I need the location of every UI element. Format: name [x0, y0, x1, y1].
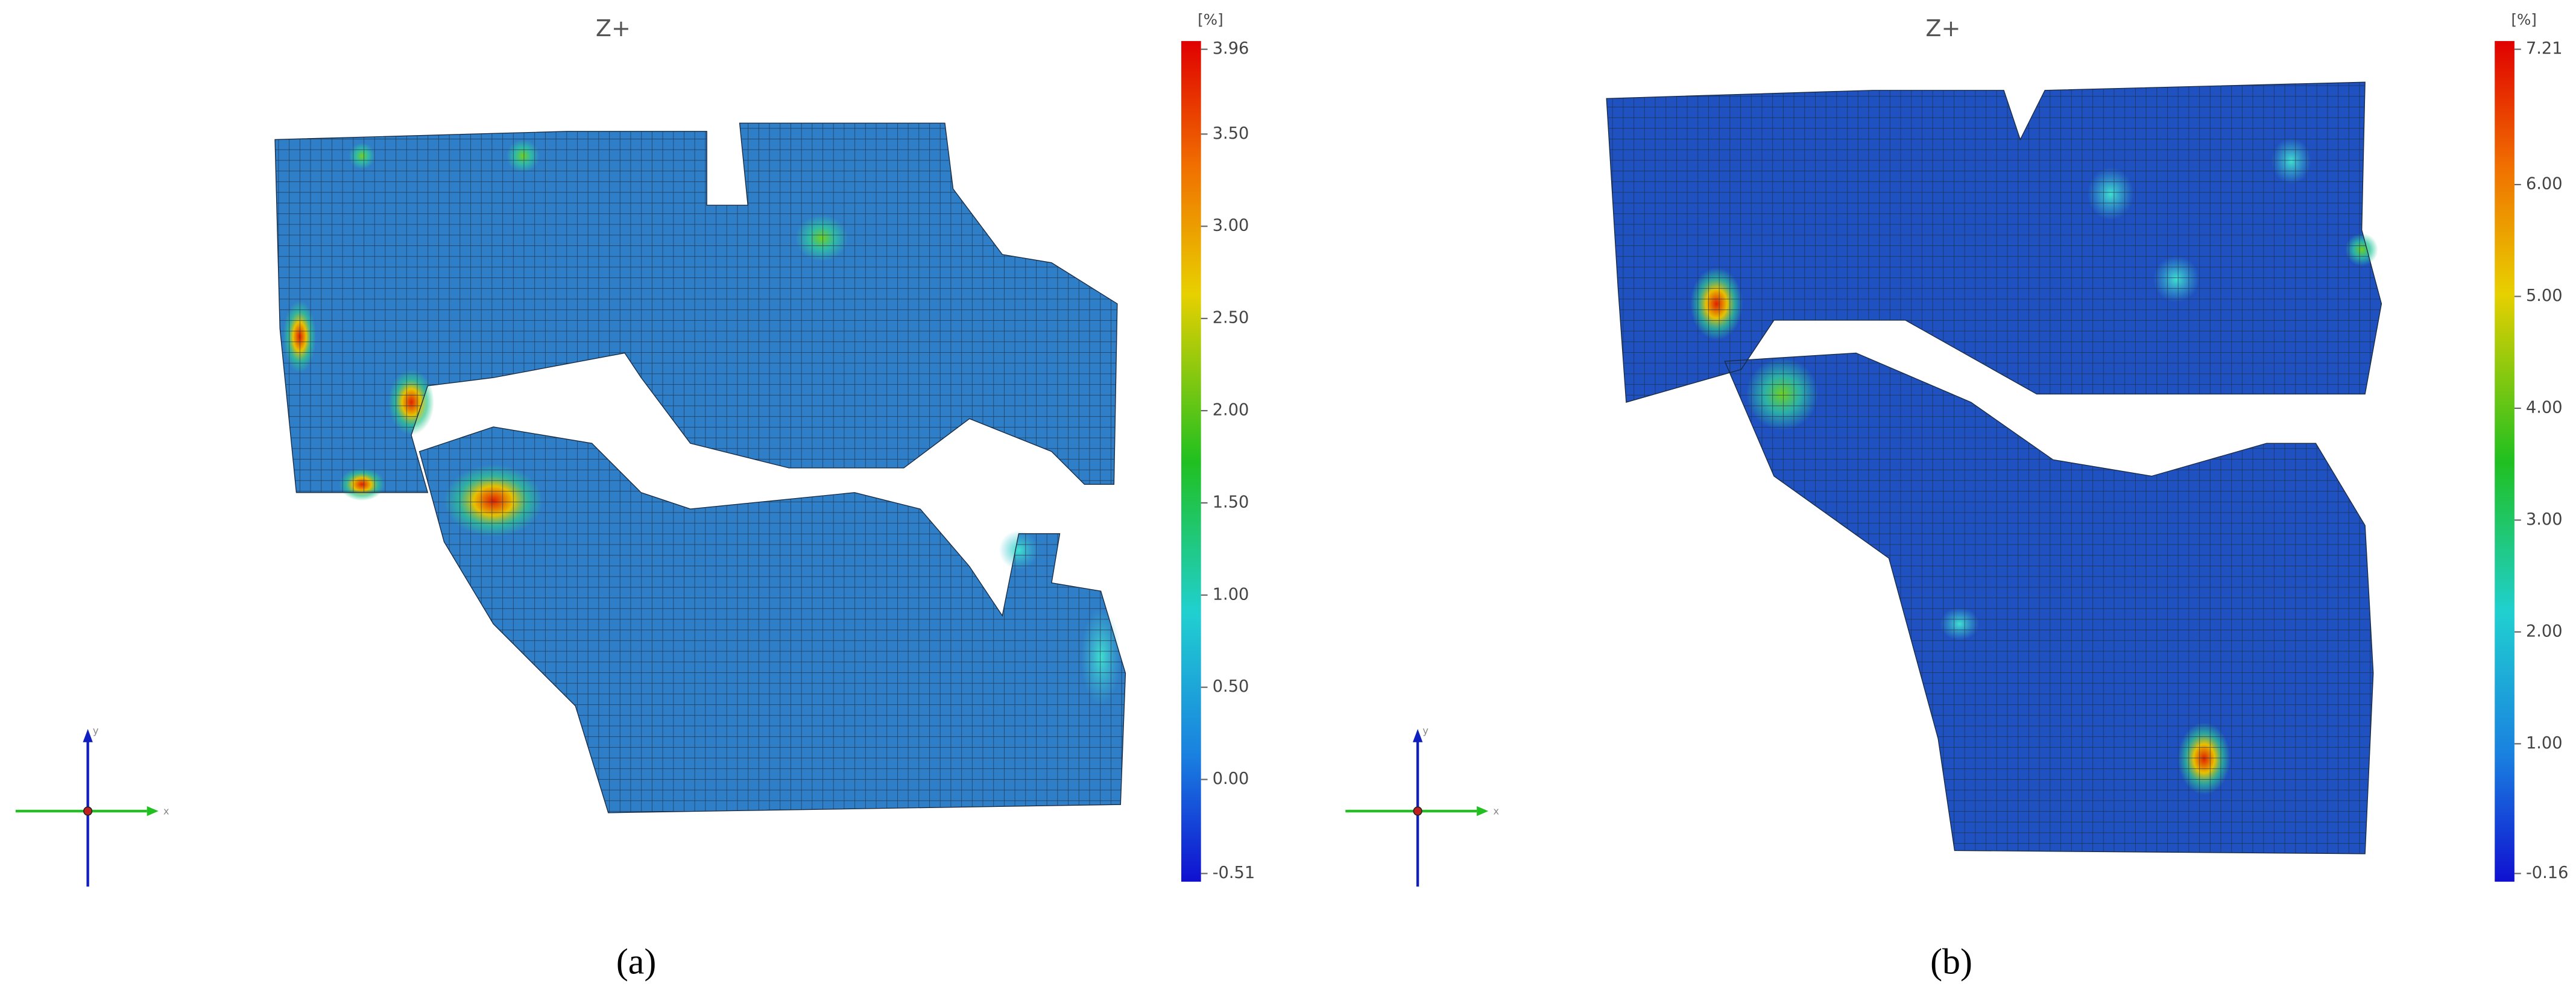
colorbar — [2495, 41, 2514, 882]
axis-label-y: y — [1422, 725, 1428, 736]
colorbar-unit: [%] — [1198, 11, 1223, 28]
mesh-grid — [1606, 81, 2382, 403]
panel: Z+ [%] 3.96 3.50 3.00 2.50 2.00 1.50 1.00 0.50 0.0… — [15, 11, 1255, 982]
colorbar-unit: [%] — [2511, 11, 2536, 28]
colorbar-tick-label: 2.00 — [2526, 622, 2563, 640]
colorbar-tick-label: 1.00 — [1213, 585, 1249, 604]
caption: (b) — [1930, 942, 1972, 982]
mesh-grid — [418, 426, 1126, 813]
colorbar-tick-label: 7.21 — [2526, 39, 2563, 58]
colorbar-tick-label: 0.00 — [1213, 769, 1249, 788]
colorbar-tick-label: -0.16 — [2526, 864, 2568, 882]
panel-title: Z+ — [596, 15, 631, 42]
axis-origin — [83, 806, 93, 816]
axis-label-x: x — [1493, 805, 1499, 817]
panel-title: Z+ — [1925, 15, 1960, 42]
colorbar-tick-label: 2.50 — [1213, 309, 1249, 327]
mesh-grid — [274, 122, 1118, 493]
colorbar-tick-label: 0.50 — [1213, 677, 1249, 696]
caption: (a) — [616, 942, 656, 982]
colorbar-tick-label: 3.00 — [1213, 216, 1249, 235]
colorbar-tick-label: 4.00 — [2526, 399, 2563, 417]
colorbar-tick-label: 1.50 — [1213, 493, 1249, 511]
mesh-grid — [1724, 352, 2374, 854]
axis-x-arrow — [1477, 806, 1489, 817]
colorbar-tick-label: 3.50 — [1213, 124, 1249, 143]
colorbar — [1181, 41, 1201, 882]
panel: Z+ [%] 7.21 6.00 5.00 4.00 3.00 2.00 1.00 -0.16 y x… — [1345, 11, 2568, 982]
colorbar-tick-label: 3.00 — [2526, 510, 2563, 529]
colorbar-tick-label: -0.51 — [1213, 864, 1255, 882]
colorbar-tick-label: 3.96 — [1213, 39, 1249, 58]
axis-label-y: y — [93, 725, 99, 736]
colorbar-tick-label: 2.00 — [1213, 401, 1249, 420]
axis-label-x: x — [163, 805, 169, 817]
colorbar-tick-label: 5.00 — [2526, 286, 2563, 305]
colorbar-tick-label: 1.00 — [2526, 734, 2563, 753]
axis-x-arrow — [147, 806, 159, 817]
axis-origin — [1413, 806, 1422, 816]
colorbar-tick-label: 6.00 — [2526, 175, 2563, 194]
axis-y-arrow — [83, 728, 93, 742]
axis-y-arrow — [1412, 728, 1423, 742]
